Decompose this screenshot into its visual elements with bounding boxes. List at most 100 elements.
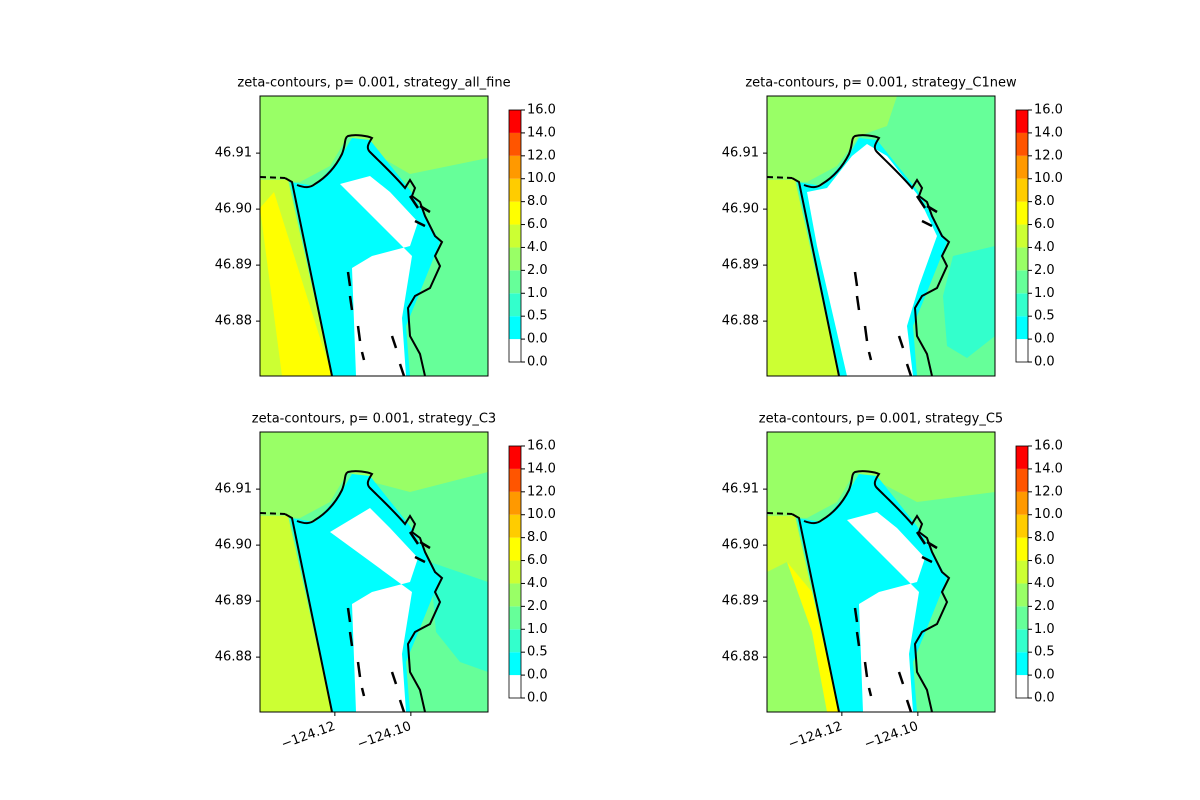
colorbar-tick-label: 12.0 [527,484,556,499]
colorbar-segment [1016,652,1028,676]
colorbar-segment [1016,132,1028,156]
colorbar-segment [509,583,521,607]
islands [346,531,431,712]
colorbar-tick-label: 8.0 [1034,530,1055,545]
colorbar-segment [1016,270,1028,294]
axes-frame [766,431,996,713]
y-tick-label: 46.88 [722,314,759,329]
y-tick-label: 46.88 [722,650,759,665]
axes-frame [766,95,996,377]
colorbar-tick-label: 0.5 [527,645,548,660]
colorbar-segment [509,110,521,133]
open-boundary [260,512,286,515]
field-region [260,432,488,518]
axes-frame [259,95,489,377]
colorbar-tick-label: 12.0 [1034,484,1063,499]
colorbar-tick-label: 1.0 [1034,622,1055,637]
y-tick-label: 46.88 [215,650,252,665]
field-region [430,562,488,672]
colorbar-frame [1015,445,1029,699]
islands [853,531,938,712]
colorbar-tick-label: 10.0 [1034,171,1063,186]
y-tick-label: 46.90 [215,538,252,553]
map [260,432,488,712]
y-tick-label: 46.89 [722,258,759,273]
islands [853,195,938,376]
colorbar-segment [509,606,521,630]
colorbar-segment [1016,293,1028,317]
colorbar-tick-label: 0.5 [1034,309,1055,324]
colorbar-tick-label: 0.0 [1034,355,1055,370]
colorbar-tick-label: 0.0 [527,332,548,347]
field-region [797,474,947,712]
y-tick-label: 46.91 [215,482,252,497]
panel-title: zeta-contours, p= 0.001, strategy_C5 [759,412,1003,427]
y-tick-label: 46.91 [215,146,252,161]
panel-title: zeta-contours, p= 0.001, strategy_C1new [745,76,1017,91]
y-tick-label: 46.90 [722,538,759,553]
colorbar-segment [509,491,521,515]
colorbar-segment [509,560,521,584]
colorbar-segment [1016,339,1028,362]
y-tick-label: 46.91 [722,146,759,161]
colorbar-segment [509,675,521,698]
field-region [260,516,332,712]
colorbar-segment [509,652,521,676]
colorbar-tick-label: 4.0 [1034,240,1055,255]
map [260,96,488,376]
colorbar-tick-label: 0.5 [1034,645,1055,660]
colorbar-segment [1016,537,1028,561]
colorbar-segment [509,224,521,248]
colorbar-tick-label: 12.0 [527,148,556,163]
colorbar-segment [509,514,521,538]
y-tick-label: 46.89 [722,594,759,609]
colorbar-segment [509,178,521,202]
colorbar-tick-label: 8.0 [1034,194,1055,209]
colorbar-frame [508,109,522,363]
field-region [290,138,440,376]
coastline [284,134,444,376]
colorbar-tick-label: 14.0 [1034,461,1063,476]
field-region [330,508,418,712]
colorbar-tick-label: 16.0 [527,103,556,118]
field-region [767,96,897,182]
colorbar-segment [509,468,521,492]
colorbar-tick-label: 4.0 [527,240,548,255]
colorbar-tick-label: 14.0 [1034,125,1063,140]
colorbar-segment [509,247,521,271]
colorbar-tick-label: 0.0 [1034,332,1055,347]
field-region [943,246,995,358]
y-tick-label: 46.88 [215,314,252,329]
field-region [290,474,440,712]
colorbar-tick-label: 0.0 [527,355,548,370]
colorbar-segment [1016,224,1028,248]
field-region [260,96,488,182]
colorbar-tick-label: 12.0 [1034,148,1063,163]
colorbar-segment [1016,606,1028,630]
colorbar-tick-label: 6.0 [527,217,548,232]
colorbar-tick-label: 1.0 [1034,286,1055,301]
field-region [340,176,418,376]
panel-title: zeta-contours, p= 0.001, strategy_all_fi… [237,76,510,91]
colorbar-segment [509,446,521,469]
colorbar-tick-label: 2.0 [1034,263,1055,278]
field-region [807,144,937,376]
colorbar-tick-label: 2.0 [527,263,548,278]
colorbar-tick-label: 0.0 [527,668,548,683]
colorbar-segment [1016,446,1028,469]
colorbar-tick-label: 14.0 [527,461,556,476]
y-tick-label: 46.90 [722,202,759,217]
colorbar-segment [1016,491,1028,515]
colorbar-tick-label: 0.0 [1034,668,1055,683]
field-region [260,192,332,376]
colorbar-tick-label: 6.0 [1034,217,1055,232]
x-tick-label: −124.12 [279,719,337,752]
coastline [284,470,444,712]
open-boundary [767,512,793,515]
colorbar-tick-label: 8.0 [527,194,548,209]
colorbar-segment [1016,247,1028,271]
colorbar-tick-label: 0.5 [527,309,548,324]
colorbar-tick-label: 0.0 [527,691,548,706]
colorbar-segment [1016,583,1028,607]
colorbar-tick-label: 16.0 [1034,103,1063,118]
